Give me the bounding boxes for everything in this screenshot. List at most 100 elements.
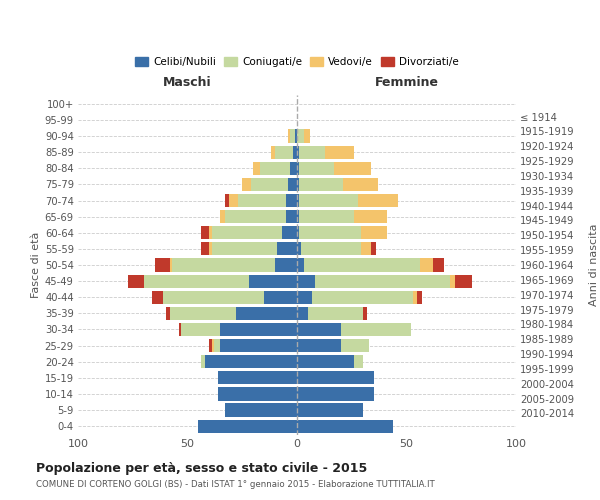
Bar [220, 210, 225, 224]
Bar [297, 371, 374, 384]
Bar [297, 420, 394, 432]
Bar [212, 339, 214, 352]
Bar [297, 274, 314, 287]
Bar [304, 130, 310, 142]
Text: COMUNE DI CORTENO GOLGI (BS) - Dati ISTAT 1° gennaio 2015 - Elaborazione TUTTITA: COMUNE DI CORTENO GOLGI (BS) - Dati ISTA… [36, 480, 435, 489]
Bar [163, 290, 264, 304]
Bar [325, 146, 354, 159]
Bar [308, 306, 362, 320]
Bar [238, 194, 286, 207]
Bar [450, 274, 455, 287]
Bar [275, 146, 293, 159]
Y-axis label: Anni di nascita: Anni di nascita [589, 224, 599, 306]
Bar [413, 290, 418, 304]
Bar [179, 323, 181, 336]
Bar [172, 258, 275, 272]
Bar [209, 242, 212, 256]
Bar [297, 130, 304, 142]
Text: Popolazione per età, sesso e stato civile - 2015: Popolazione per età, sesso e stato civil… [36, 462, 367, 475]
Bar [260, 162, 290, 175]
Bar [297, 339, 341, 352]
Bar [297, 146, 299, 159]
Bar [290, 162, 297, 175]
Text: Maschi: Maschi [163, 76, 212, 90]
Bar [200, 355, 205, 368]
Bar [297, 242, 301, 256]
Bar [251, 178, 288, 191]
Bar [200, 242, 209, 256]
Bar [299, 146, 325, 159]
Bar [418, 290, 422, 304]
Bar [297, 162, 299, 175]
Bar [358, 194, 398, 207]
Bar [361, 242, 371, 256]
Bar [371, 242, 376, 256]
Bar [299, 226, 361, 239]
Bar [299, 194, 358, 207]
Bar [166, 306, 170, 320]
Bar [209, 226, 212, 239]
Bar [200, 226, 209, 239]
Bar [301, 242, 361, 256]
Bar [220, 339, 297, 352]
Bar [220, 323, 297, 336]
Bar [286, 210, 297, 224]
Bar [361, 226, 387, 239]
Bar [205, 355, 297, 368]
Bar [128, 274, 144, 287]
Bar [341, 323, 411, 336]
Bar [362, 306, 367, 320]
Bar [242, 178, 251, 191]
Bar [299, 210, 354, 224]
Bar [277, 242, 297, 256]
Bar [299, 162, 334, 175]
Bar [170, 258, 172, 272]
Bar [218, 388, 297, 400]
Bar [249, 274, 297, 287]
Bar [290, 130, 295, 142]
Bar [293, 146, 297, 159]
Bar [218, 371, 297, 384]
Bar [297, 290, 313, 304]
Bar [297, 306, 308, 320]
Bar [181, 323, 220, 336]
Bar [313, 290, 413, 304]
Bar [229, 194, 238, 207]
Bar [304, 258, 419, 272]
Bar [253, 162, 260, 175]
Bar [297, 404, 362, 416]
Bar [288, 178, 297, 191]
Bar [343, 178, 378, 191]
Bar [297, 226, 299, 239]
Bar [212, 242, 277, 256]
Bar [286, 194, 297, 207]
Bar [297, 355, 354, 368]
Bar [297, 210, 299, 224]
Bar [299, 178, 343, 191]
Bar [297, 258, 304, 272]
Bar [199, 420, 297, 432]
Bar [225, 194, 229, 207]
Bar [225, 210, 286, 224]
Bar [212, 226, 281, 239]
Bar [334, 162, 371, 175]
Bar [433, 258, 444, 272]
Bar [354, 210, 387, 224]
Bar [152, 290, 163, 304]
Bar [271, 146, 275, 159]
Bar [297, 388, 374, 400]
Bar [455, 274, 472, 287]
Bar [236, 306, 297, 320]
Bar [144, 274, 249, 287]
Bar [209, 339, 212, 352]
Bar [170, 306, 236, 320]
Legend: Celibi/Nubili, Coniugati/e, Vedovi/e, Divorziati/e: Celibi/Nubili, Coniugati/e, Vedovi/e, Di… [131, 52, 463, 71]
Bar [288, 130, 290, 142]
Bar [225, 404, 297, 416]
Bar [354, 355, 362, 368]
Bar [297, 194, 299, 207]
Bar [314, 274, 450, 287]
Bar [295, 130, 297, 142]
Bar [419, 258, 433, 272]
Bar [297, 178, 299, 191]
